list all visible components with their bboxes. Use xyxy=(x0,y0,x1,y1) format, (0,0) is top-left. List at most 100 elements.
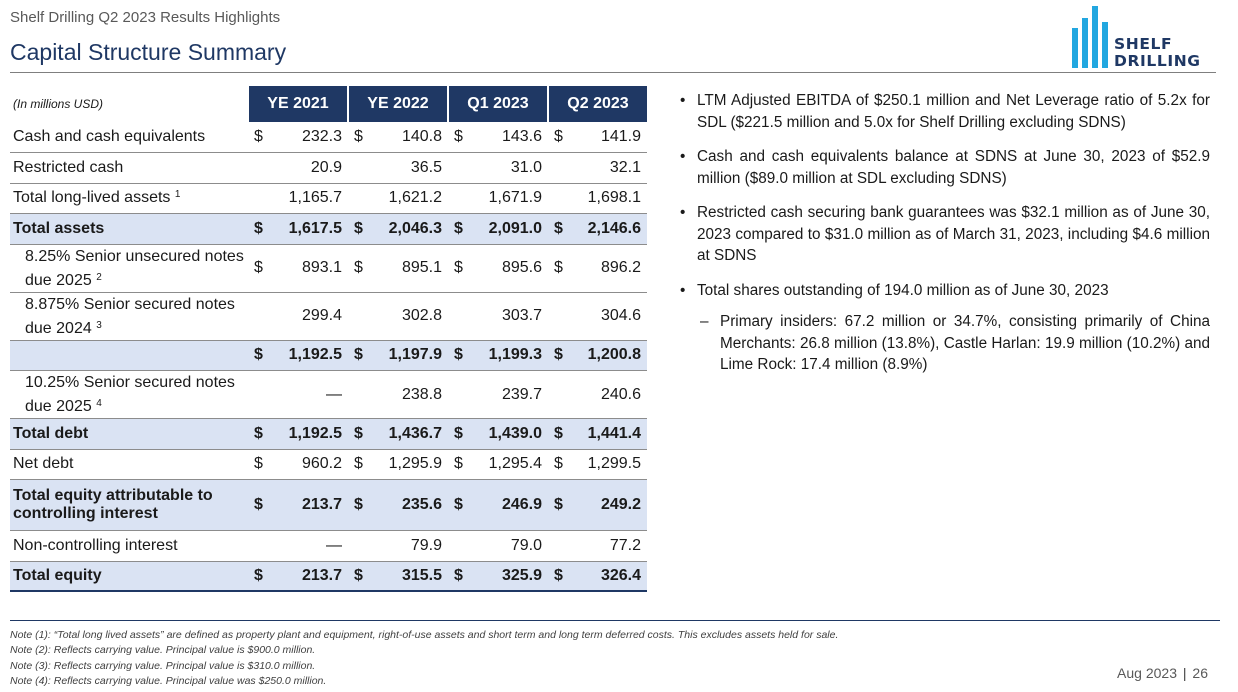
column-header: Q1 2023 xyxy=(447,86,548,122)
cell-value: 893.1 xyxy=(270,244,348,293)
cell-value: 240.6 xyxy=(600,385,641,403)
cell-value: 1,165.7 xyxy=(288,189,342,207)
sub-bullet-text: Primary insiders: 67.2 million or 34.7%,… xyxy=(720,313,1210,373)
row-label: 8.875% Senior secured notes due 2024 3 xyxy=(10,292,248,340)
bullet-dot-icon: • xyxy=(680,92,686,109)
cell-value: 1,295.4 xyxy=(470,449,548,480)
table-row: Cash and cash equivalents $232.3 $140.8 $14… xyxy=(10,122,647,153)
table-row: Net debt $960.2 $1,295.9 $1,295.4 $1,299.5 xyxy=(10,449,647,480)
shelf-drilling-logo: SHELF DRILLING xyxy=(1072,6,1222,72)
cell-value: 1,698.1 xyxy=(587,189,641,207)
cell-value: 246.9 xyxy=(470,479,548,531)
cell-value: 895.6 xyxy=(470,244,548,293)
row-label-text: Total assets xyxy=(13,219,105,237)
currency-sign: $ xyxy=(548,418,570,450)
currency-sign: $ xyxy=(448,122,470,153)
table-row: 8.875% Senior secured notes due 2024 3 29… xyxy=(10,292,647,340)
table-row: 10.25% Senior secured notes due 2025 4 — 2… xyxy=(10,371,647,419)
footnotes: Note (1): “Total long lived assets” are … xyxy=(10,628,838,689)
cell-value: 36.5 xyxy=(370,152,448,184)
currency-sign: $ xyxy=(448,418,470,450)
currency-sign: $ xyxy=(248,560,270,592)
row-label-text: Restricted cash xyxy=(13,158,124,176)
currency-sign xyxy=(448,531,470,562)
table-row: Non-controlling interest — 79.9 79.0 77.2 xyxy=(10,531,647,562)
logo-bar xyxy=(1102,22,1108,68)
row-label-text: Total debt xyxy=(13,424,89,442)
cell-value: 2,046.3 xyxy=(370,213,448,245)
currency-sign xyxy=(248,371,270,419)
cell-value: 20.9 xyxy=(270,152,348,184)
currency-sign: $ xyxy=(248,213,270,245)
table-row: Total long-lived assets 1 1,165.7 1,621.2 1… xyxy=(10,183,647,214)
currency-sign: $ xyxy=(548,122,570,153)
cell-value: 1,295.9 xyxy=(370,449,448,480)
cell-value: 1,197.9 xyxy=(370,339,448,371)
currency-sign: $ xyxy=(548,213,570,245)
cell-value: 2,146.6 xyxy=(570,213,647,245)
footnote-marker: 2 xyxy=(96,271,102,283)
cell-value: 896.2 xyxy=(570,244,647,293)
row-label: Total equity xyxy=(10,560,248,592)
bullet-text: Total shares outstanding of 194.0 millio… xyxy=(697,281,1109,299)
title-divider xyxy=(10,72,1216,73)
currency-sign: $ xyxy=(348,418,370,450)
currency-sign: $ xyxy=(248,479,270,531)
presentation-subtitle: Shelf Drilling Q2 2023 Results Highlight… xyxy=(10,9,281,26)
currency-sign: $ xyxy=(348,560,370,592)
cell-value: 895.1 xyxy=(370,244,448,293)
row-label-text: Total long-lived assets xyxy=(13,189,171,207)
row-label-text: Net debt xyxy=(13,455,74,473)
footer-date: Aug 2023 xyxy=(1117,665,1177,681)
currency-sign xyxy=(448,152,470,184)
row-label: Total long-lived assets 1 xyxy=(10,183,248,214)
row-label: Net debt xyxy=(10,449,248,480)
currency-sign xyxy=(348,183,370,214)
cell-value: 238.8 xyxy=(401,385,442,403)
currency-sign: $ xyxy=(548,339,570,371)
currency-sign xyxy=(448,183,470,214)
cell-value: — xyxy=(326,385,342,403)
currency-sign: $ xyxy=(348,339,370,371)
currency-sign: $ xyxy=(448,449,470,480)
row-label-text: Total equity attributable to controlling… xyxy=(13,487,213,522)
cell-value: 1,436.7 xyxy=(370,418,448,450)
currency-sign xyxy=(248,531,270,562)
cell-value: 249.2 xyxy=(570,479,647,531)
currency-sign xyxy=(548,531,570,562)
logo-word-shelf: SHELF xyxy=(1114,35,1173,53)
cell-value: 79.9 xyxy=(410,536,442,554)
bullet-item: • Cash and cash equivalents balance at SD… xyxy=(680,146,1210,189)
cell-value: 213.7 xyxy=(270,479,348,531)
cell-value: 302.8 xyxy=(401,307,442,324)
cell-value: 235.6 xyxy=(370,479,448,531)
currency-sign xyxy=(248,152,270,184)
bullet-dot-icon: • xyxy=(680,204,686,221)
table-header-row: (In millions USD) YE 2021 YE 2022 Q1 202… xyxy=(10,86,647,122)
bullet-text: Cash and cash equivalents balance at SDN… xyxy=(697,148,1210,187)
currency-sign: $ xyxy=(248,122,270,153)
table-row: Restricted cash 20.9 36.5 31.0 32.1 xyxy=(10,152,647,184)
currency-sign xyxy=(248,183,270,214)
sub-bullet-item: – Primary insiders: 67.2 million or 34.7%… xyxy=(680,311,1210,376)
cell-value: 1,199.3 xyxy=(470,339,548,371)
currency-sign xyxy=(348,152,370,184)
currency-sign: $ xyxy=(448,339,470,371)
cell-value: 239.7 xyxy=(501,385,542,403)
currency-sign xyxy=(348,371,370,419)
cell-value: 1,192.5 xyxy=(270,339,348,371)
row-label: Total equity attributable to controlling… xyxy=(10,479,248,531)
cell-value: 232.3 xyxy=(270,122,348,153)
cell-value: 2,091.0 xyxy=(470,213,548,245)
currency-sign: $ xyxy=(548,560,570,592)
currency-sign: $ xyxy=(248,339,270,371)
currency-sign xyxy=(548,292,570,340)
currency-sign: $ xyxy=(348,244,370,293)
row-label xyxy=(10,339,248,371)
logo-word-drilling: DRILLING xyxy=(1114,52,1201,70)
bullet-item: • Total shares outstanding of 194.0 milli… xyxy=(680,280,1210,302)
bullet-text: LTM Adjusted EBITDA of $250.1 million an… xyxy=(697,92,1210,131)
currency-sign xyxy=(348,531,370,562)
cell-value: 31.0 xyxy=(470,152,548,184)
footer-separator: | xyxy=(1182,665,1187,681)
